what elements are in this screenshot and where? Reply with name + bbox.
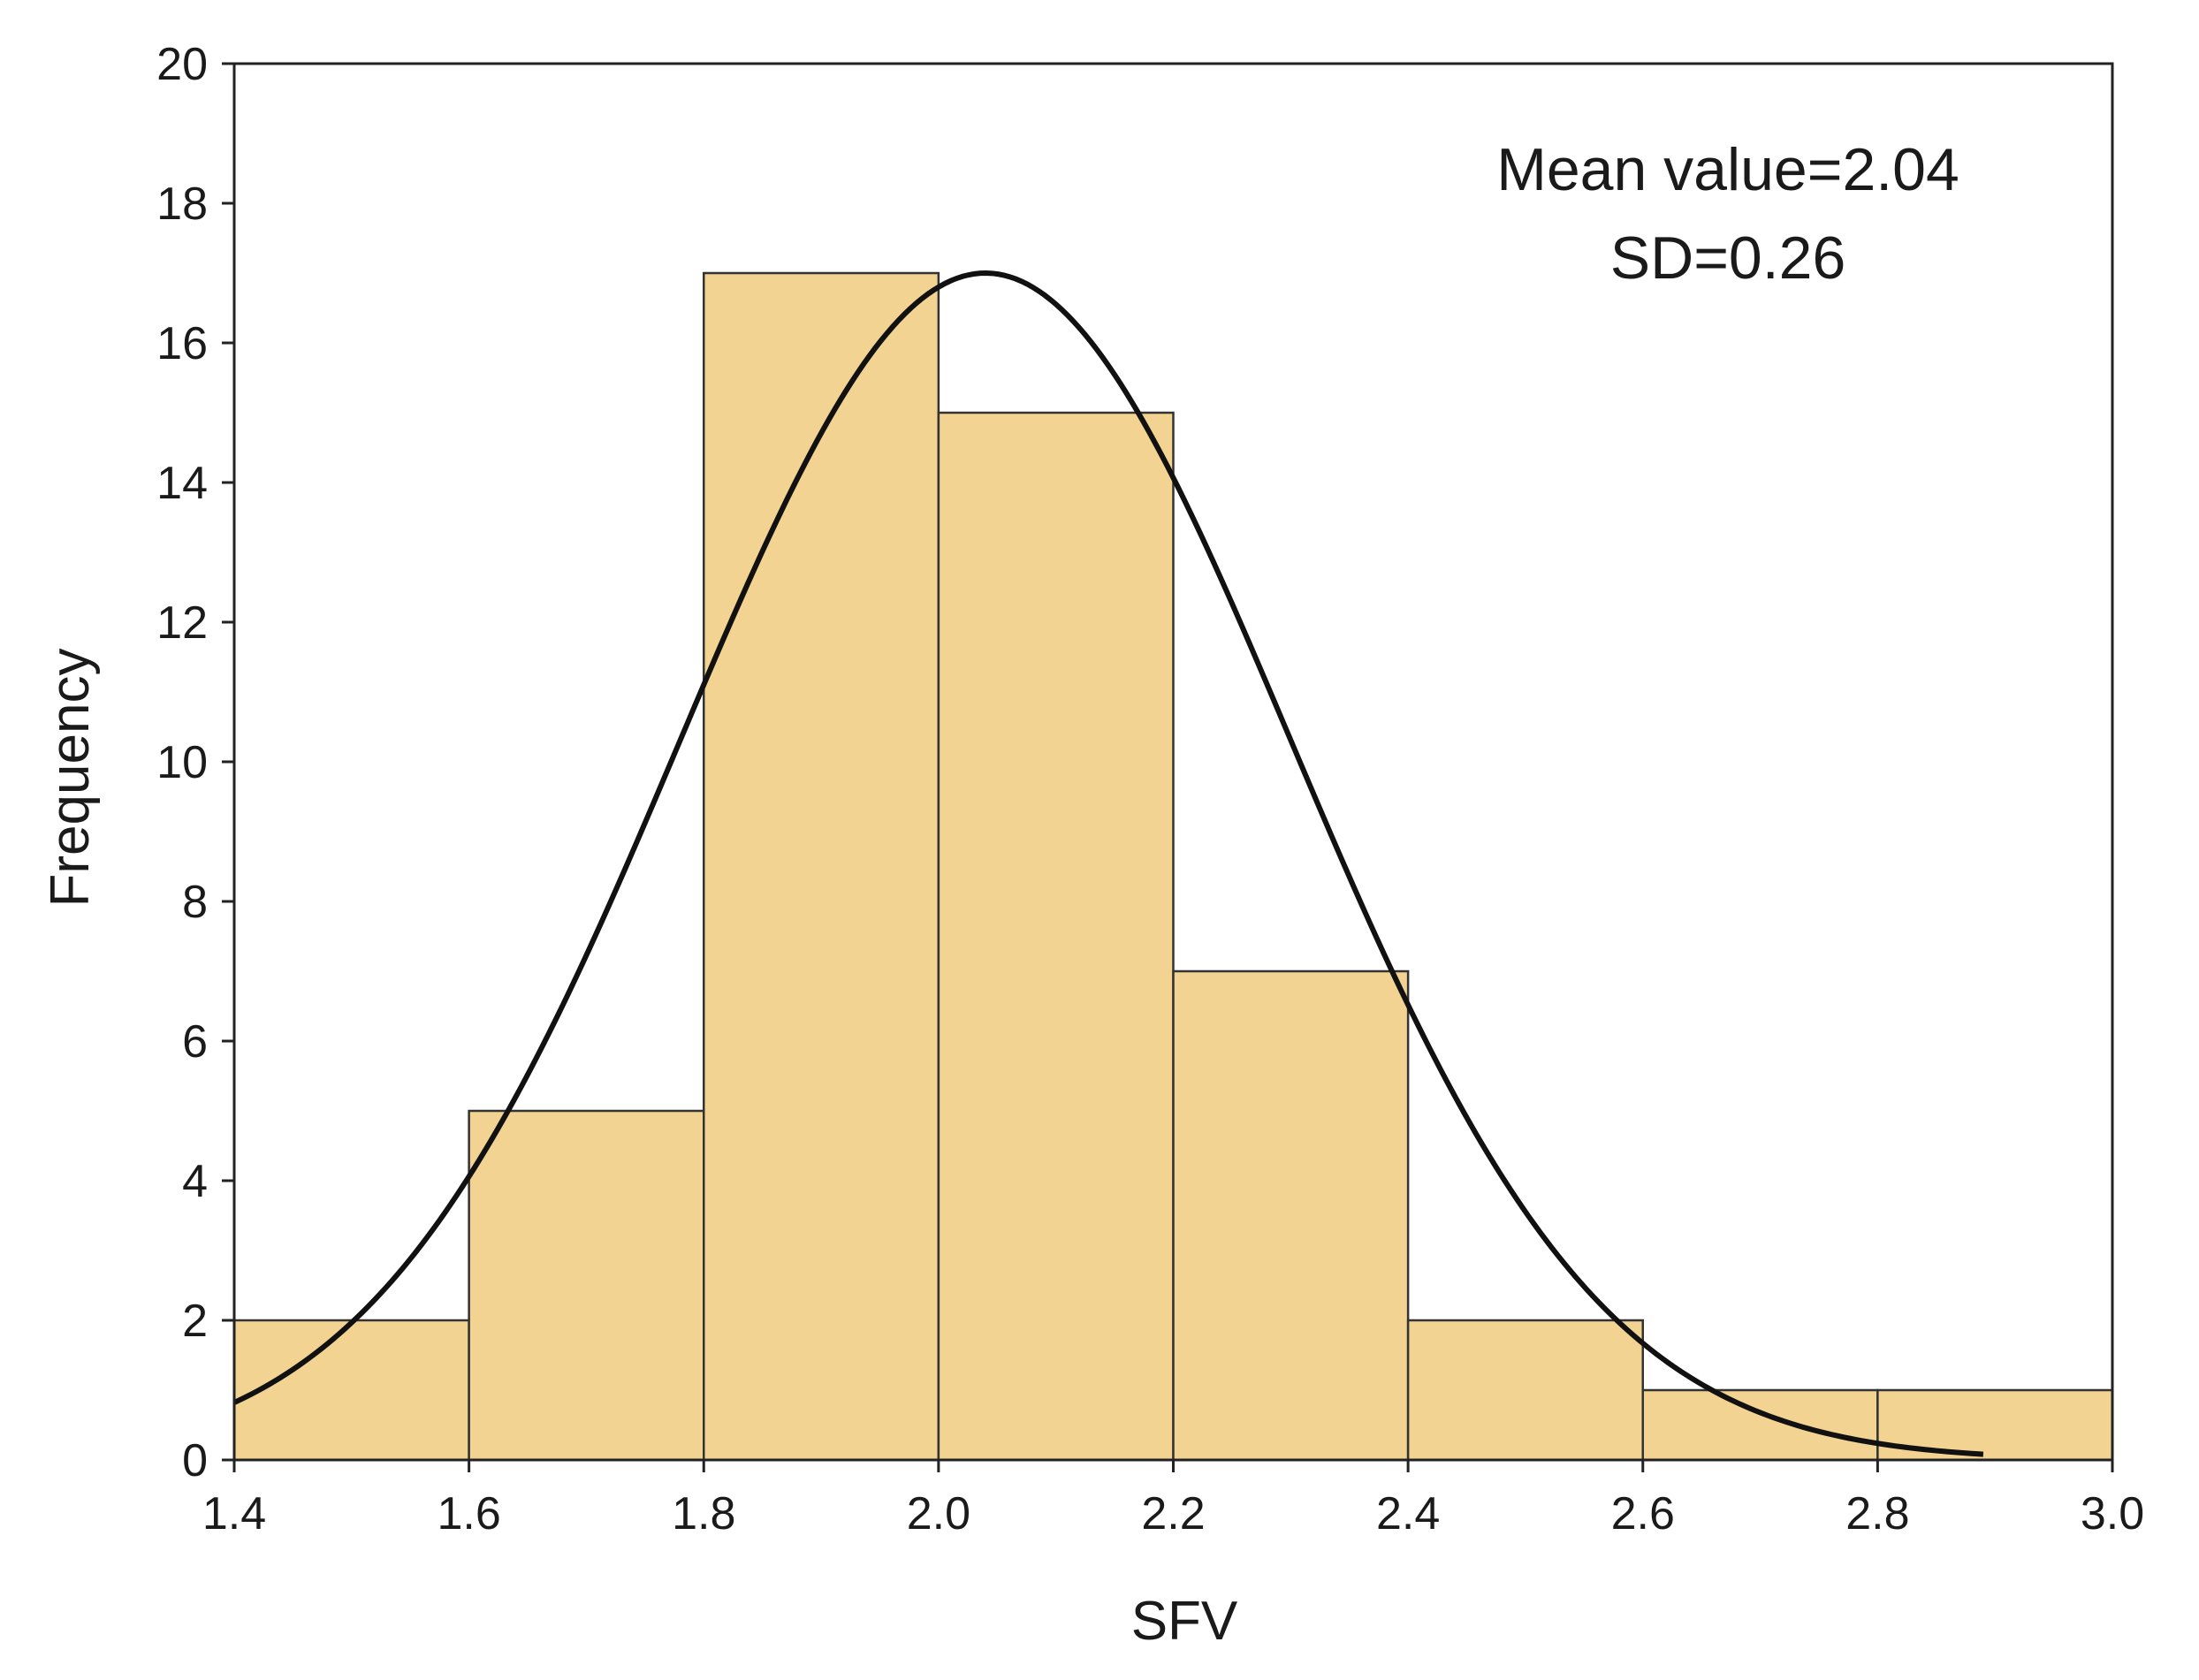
bar-0 (232, 1319, 470, 1462)
x-tick-label-5: 2.4 (1376, 1488, 1440, 1539)
x-tick-label-3: 2.0 (907, 1488, 970, 1539)
x-tick-label-1: 1.6 (437, 1488, 500, 1539)
y-tick-label-7: 14 (156, 458, 208, 509)
y-axis-label: Frequency (40, 649, 101, 908)
x-axis-label: SFV (1131, 1591, 1238, 1652)
bar-5 (1406, 1319, 1644, 1462)
sd-annotation: SD=0.26 (1610, 224, 1846, 292)
normal-curve (232, 270, 1984, 1457)
y-tick-label-5: 10 (156, 737, 208, 788)
bar-4 (1172, 969, 1410, 1462)
y-tick-label-9: 18 (156, 179, 208, 230)
y-axis-ticks: 0 2 4 6 8 10 12 14 16 18 20 (156, 39, 234, 1486)
y-tick-label-1: 2 (182, 1296, 208, 1347)
bar-2 (703, 271, 940, 1462)
x-axis-ticks: 1.4 1.6 1.8 2.0 2.2 2.4 2.6 2.8 3.0 (202, 1460, 2144, 1539)
y-tick-label-0: 0 (182, 1435, 208, 1486)
x-tick-label-7: 2.8 (1845, 1488, 1909, 1539)
y-tick-label-6: 12 (156, 597, 208, 649)
bar-1 (468, 1109, 705, 1462)
x-tick-label-4: 2.2 (1141, 1488, 1205, 1539)
bar-3 (937, 411, 1175, 1462)
bars-group (232, 271, 2114, 1462)
bar-6 (1641, 1388, 1879, 1462)
x-tick-label-2: 1.8 (672, 1488, 735, 1539)
x-tick-label-0: 1.4 (202, 1488, 266, 1539)
x-tick-label-6: 2.6 (1611, 1488, 1675, 1539)
y-tick-label-3: 6 (182, 1016, 208, 1068)
y-tick-label-2: 4 (182, 1156, 208, 1207)
mean-annotation: Mean value=2.04 (1496, 136, 1959, 203)
y-tick-label-8: 16 (156, 318, 208, 369)
x-tick-label-8: 3.0 (2081, 1488, 2144, 1539)
y-tick-label-10: 20 (156, 39, 208, 90)
y-tick-label-4: 8 (182, 877, 208, 928)
